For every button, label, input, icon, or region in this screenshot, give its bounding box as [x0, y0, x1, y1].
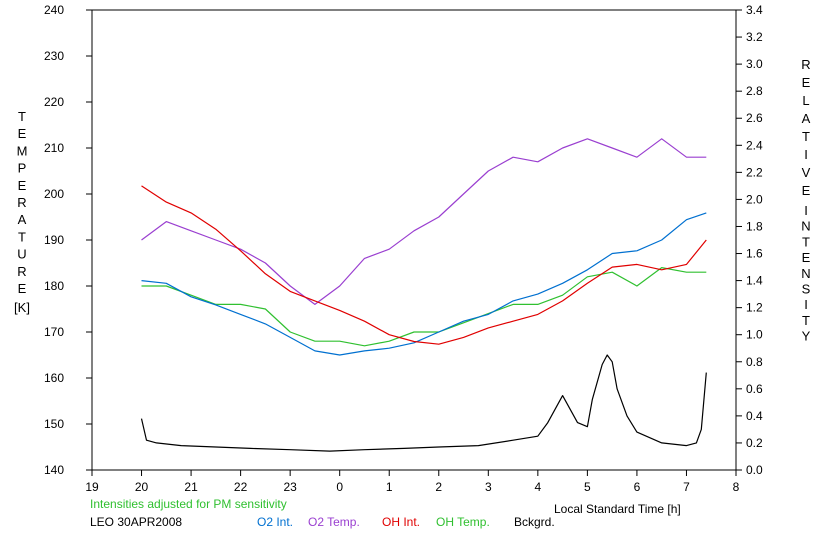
x-tick-label: 19	[85, 480, 99, 494]
y-left-tick-label: 200	[44, 187, 64, 201]
x-tick-label: 20	[135, 480, 149, 494]
y-left-label-letter: M	[17, 143, 28, 158]
y-right-label-letter: E	[802, 75, 811, 90]
y-right-tick-label: 1.8	[746, 219, 763, 233]
legend-entry: O2 Temp.	[308, 515, 360, 529]
y-left-tick-label: 220	[44, 95, 64, 109]
y-left-label-letter: T	[18, 109, 26, 124]
y-right-tick-label: 2.0	[746, 192, 763, 206]
x-tick-label: 23	[283, 480, 297, 494]
series-line-o2-temp	[141, 138, 707, 305]
y-right-label-letter: A	[802, 111, 811, 126]
y-right-tick-label: 1.4	[746, 274, 763, 288]
x-tick-label: 2	[435, 480, 442, 494]
x-tick-label: 22	[234, 480, 248, 494]
y-left-tick-label: 190	[44, 233, 64, 247]
series-line-oh-int	[141, 185, 707, 345]
y-right-tick-label: 2.2	[746, 165, 763, 179]
y-right-label-letter: T	[802, 129, 810, 144]
series-line-oh-temp	[141, 267, 707, 347]
y-right-label-letter: E	[802, 250, 811, 265]
y-left-tick-label: 150	[44, 417, 64, 431]
y-left-tick-label: 140	[44, 463, 64, 477]
y-left-label-letter: T	[18, 229, 26, 244]
y-right-label-letter: N	[801, 219, 810, 234]
series-line-bckgrd	[140, 354, 707, 452]
x-tick-label: 5	[584, 480, 591, 494]
y-right-label-letter: T	[802, 234, 810, 249]
y-right-tick-label: 0.6	[746, 382, 763, 396]
y-right-tick-label: 2.4	[746, 138, 763, 152]
x-tick-label: 6	[634, 480, 641, 494]
y-right-tick-label: 1.2	[746, 301, 763, 315]
y-left-tick-label: 230	[44, 49, 64, 63]
y-left-unit: [K]	[14, 300, 30, 315]
y-right-tick-label: 2.6	[746, 111, 763, 125]
y-right-label-letter: I	[804, 203, 808, 218]
y-right-tick-label: 0.8	[746, 355, 763, 369]
y-left-label-letter: E	[18, 178, 27, 193]
y-right-label-letter: I	[804, 297, 808, 312]
y-right-tick-label: 0.0	[746, 463, 763, 477]
note-text: Intensities adjusted for PM sensitivity	[90, 497, 287, 511]
y-left-tick-label: 210	[44, 141, 64, 155]
y-right-label-letter: V	[802, 165, 811, 180]
y-right-label-letter: T	[802, 313, 810, 328]
y-right-tick-label: 3.4	[746, 3, 763, 17]
y-right-tick-label: 1.0	[746, 328, 763, 342]
x-tick-label: 8	[733, 480, 740, 494]
station-text: LEO 30APR2008	[90, 515, 182, 529]
x-tick-label: 3	[485, 480, 492, 494]
series-line-o2-int	[141, 212, 707, 356]
y-left-tick-label: 180	[44, 279, 64, 293]
y-right-label-letter: N	[801, 266, 810, 281]
legend-entry: OH Int.	[382, 515, 420, 529]
legend-entry: OH Temp.	[436, 515, 490, 529]
y-left-label-letter: R	[17, 264, 26, 279]
y-left-tick-label: 160	[44, 371, 64, 385]
y-right-label-letter: L	[802, 93, 809, 108]
x-tick-label: 0	[336, 480, 343, 494]
x-axis-label: Local Standard Time [h]	[554, 502, 681, 516]
legend-entry: O2 Int.	[257, 515, 293, 529]
y-right-tick-label: 0.2	[746, 436, 763, 450]
y-left-tick-label: 170	[44, 325, 64, 339]
y-right-label-letter: S	[802, 282, 811, 297]
y-left-label-letter: A	[18, 212, 27, 227]
y-left-label-letter: R	[17, 195, 26, 210]
plot-frame	[91, 9, 737, 471]
y-left-label-letter: E	[18, 126, 27, 141]
x-tick-label: 21	[184, 480, 198, 494]
x-tick-label: 4	[535, 480, 542, 494]
y-left-tick-label: 240	[44, 3, 64, 17]
y-left-label-letter: P	[18, 161, 27, 176]
y-right-tick-label: 0.4	[746, 409, 763, 423]
y-left-label-letter: E	[18, 281, 27, 296]
y-right-label-letter: Y	[802, 329, 811, 344]
x-tick-label: 1	[386, 480, 393, 494]
legend-entry: Bckgrd.	[514, 515, 555, 529]
x-tick-label: 7	[683, 480, 690, 494]
y-right-label-letter: I	[804, 147, 808, 162]
y-right-label-letter: R	[801, 57, 810, 72]
y-right-tick-label: 1.6	[746, 247, 763, 261]
y-left-label-letter: U	[17, 247, 26, 262]
y-right-label-letter: E	[802, 183, 811, 198]
y-right-tick-label: 3.2	[746, 30, 763, 44]
y-right-tick-label: 2.8	[746, 84, 763, 98]
y-right-tick-label: 3.0	[746, 57, 763, 71]
